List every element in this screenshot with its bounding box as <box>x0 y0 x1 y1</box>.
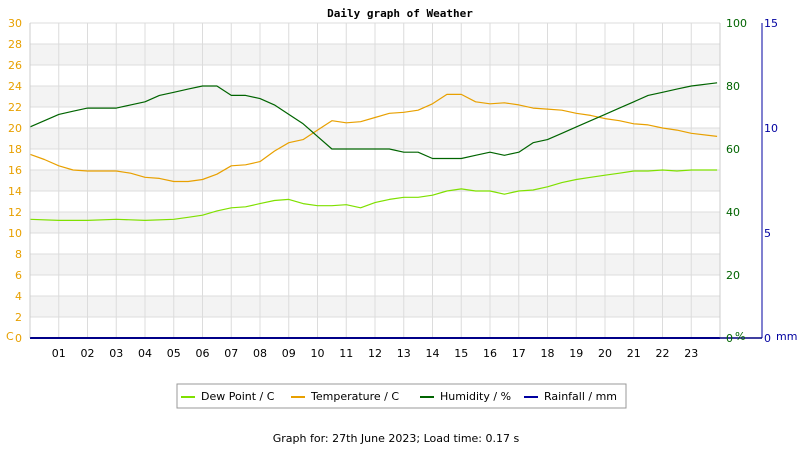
legend-label: Temperature / C <box>310 390 399 403</box>
left-tick-label: 4 <box>15 290 22 303</box>
x-tick-label: 14 <box>426 347 440 360</box>
x-tick-label: 03 <box>109 347 123 360</box>
left-axis-unit: C <box>6 330 14 343</box>
x-tick-label: 15 <box>454 347 468 360</box>
x-tick-label: 10 <box>311 347 325 360</box>
x-tick-label: 07 <box>224 347 238 360</box>
rain-axis-unit: mm <box>776 330 797 343</box>
left-tick-label: 2 <box>15 311 22 324</box>
left-tick-label: 12 <box>8 206 22 219</box>
left-tick-label: 20 <box>8 122 22 135</box>
series-line-humidity <box>29 82 718 160</box>
left-tick-label: 26 <box>8 59 22 72</box>
x-tick-label: 17 <box>512 347 526 360</box>
x-tick-label: 06 <box>196 347 210 360</box>
humidity-tick-label: 20 <box>726 269 740 282</box>
x-tick-label: 22 <box>656 347 670 360</box>
chart-footer: Graph for: 27th June 2023; Load time: 0.… <box>273 432 520 445</box>
x-tick-label: 13 <box>397 347 411 360</box>
left-tick-label: 30 <box>8 17 22 30</box>
left-tick-label: 0 <box>15 332 22 345</box>
x-tick-label: 21 <box>627 347 641 360</box>
rain-tick-label: 15 <box>764 17 778 30</box>
x-tick-label: 16 <box>483 347 497 360</box>
humidity-axis-unit: % <box>735 330 745 343</box>
x-tick-label: 09 <box>282 347 296 360</box>
legend-label: Rainfall / mm <box>544 390 617 403</box>
legend: Dew Point / C Temperature / C Humidity / %… <box>176 383 627 409</box>
x-tick-label: 20 <box>598 347 612 360</box>
axes-layer <box>29 23 763 339</box>
left-tick-label: 10 <box>8 227 22 240</box>
left-tick-label: 28 <box>8 38 22 51</box>
legend-entry: Humidity / % <box>420 390 511 403</box>
legend-entry: Dew Point / C <box>181 390 275 403</box>
plot-grid <box>30 22 720 339</box>
rain-tick-label: 5 <box>764 227 771 240</box>
x-tick-label: 18 <box>541 347 555 360</box>
left-tick-label: 22 <box>8 101 22 114</box>
x-tick-label: 08 <box>253 347 267 360</box>
x-tick-label: 05 <box>167 347 181 360</box>
x-tick-label: 12 <box>368 347 382 360</box>
x-tick-label: 11 <box>339 347 353 360</box>
legend-label: Humidity / % <box>440 390 511 403</box>
x-tick-label: 04 <box>138 347 152 360</box>
x-tick-label: 19 <box>569 347 583 360</box>
humidity-tick-label: 0 <box>726 332 733 345</box>
legend-entry: Rainfall / mm <box>524 390 617 403</box>
left-tick-label: 16 <box>8 164 22 177</box>
left-tick-label: 18 <box>8 143 22 156</box>
x-tick-label: 01 <box>52 347 66 360</box>
x-tick-label: 02 <box>81 347 95 360</box>
series-line-dew <box>29 169 718 221</box>
left-tick-label: 6 <box>15 269 22 282</box>
series-line-temperature <box>29 93 718 183</box>
legend-label: Dew Point / C <box>201 390 275 403</box>
left-tick-label: 24 <box>8 80 22 93</box>
humidity-tick-label: 40 <box>726 206 740 219</box>
x-tick-label: 23 <box>684 347 698 360</box>
left-tick-label: 8 <box>15 248 22 261</box>
left-tick-label: 14 <box>8 185 22 198</box>
humidity-tick-label: 60 <box>726 143 740 156</box>
humidity-tick-label: 80 <box>726 80 740 93</box>
rain-tick-label: 10 <box>764 122 778 135</box>
legend-entry: Temperature / C <box>291 390 399 403</box>
legend-box <box>176 383 627 409</box>
chart-title: Daily graph of Weather <box>327 7 473 20</box>
rain-tick-label: 0 <box>764 332 771 345</box>
humidity-tick-label: 100 <box>726 17 747 30</box>
